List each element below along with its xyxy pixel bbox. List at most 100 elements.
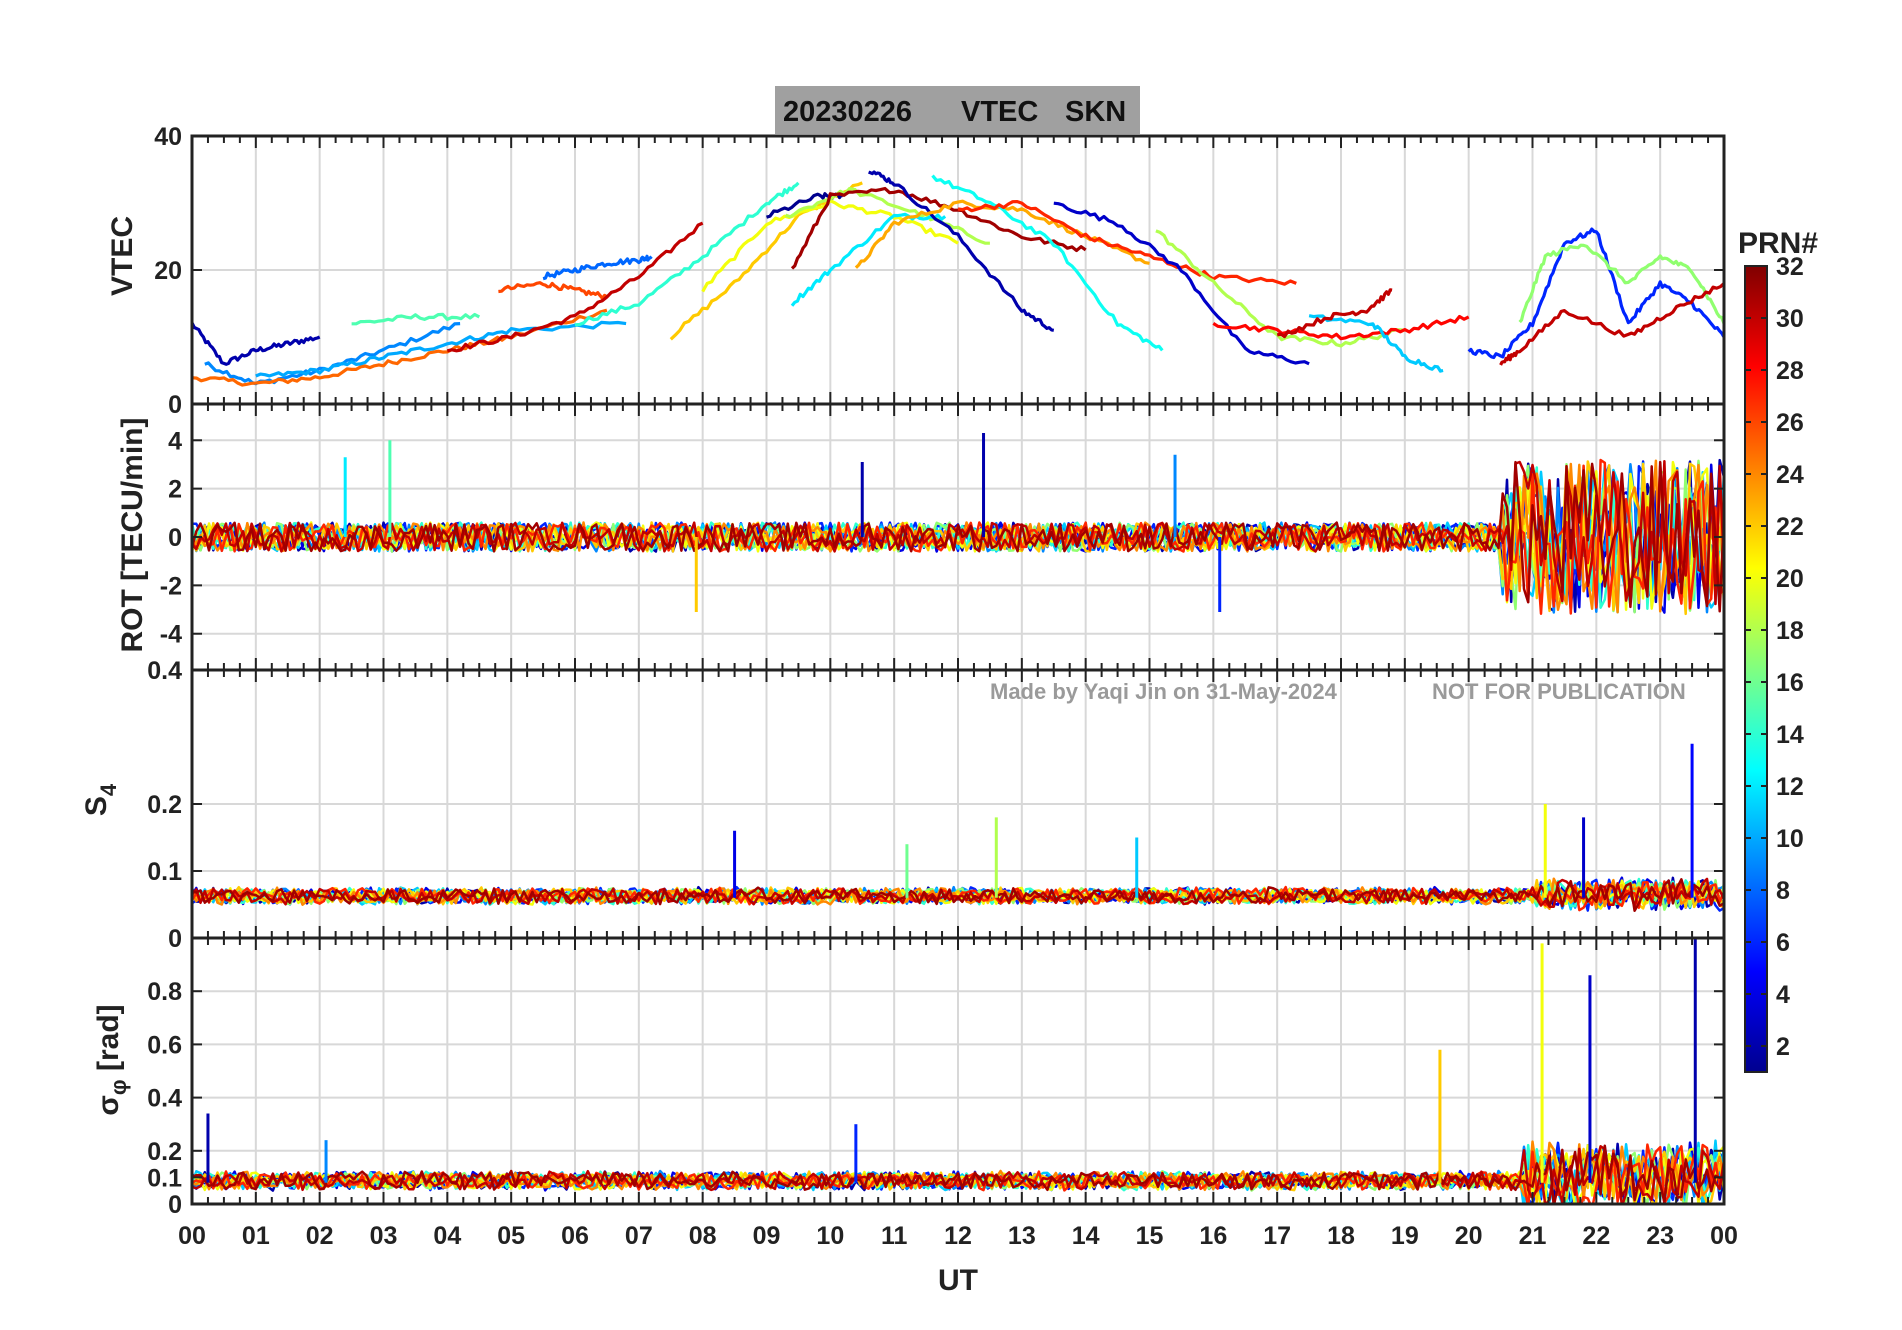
y-tick-label: 4	[168, 427, 182, 455]
vtec-trace	[868, 170, 1055, 332]
x-tick-label: 18	[1327, 1222, 1355, 1250]
y-tick-label: 0	[168, 925, 182, 953]
vtec-trace	[498, 281, 608, 300]
y-tick-label: -4	[160, 621, 182, 649]
vtec-trace	[790, 212, 947, 307]
colorbar-tick-label: 24	[1776, 461, 1804, 489]
vtec-trace	[1053, 201, 1310, 366]
sigma_phi-trace	[192, 1144, 1724, 1204]
vtec-trace	[574, 181, 800, 327]
title-date: 20230226	[783, 96, 912, 128]
x-tick-label: 11	[881, 1222, 908, 1250]
x-tick-label: 02	[306, 1222, 334, 1250]
x-tick-label: 17	[1263, 1222, 1291, 1250]
y-tick-label: 0.4	[147, 657, 182, 685]
colorbar-tick-label: 18	[1776, 617, 1804, 645]
x-tick-label: 05	[497, 1222, 525, 1250]
sigma_phi-trace	[192, 1145, 1724, 1204]
y-tick-label: 0.6	[147, 1031, 182, 1059]
x-tick-labels: 00 01 02 03 04 05 06 07 08 09 10 11 12 13 14 15 16 17 18 19…	[178, 1222, 1738, 1250]
s4-panel: 0 0.1 0.2 0.4	[147, 657, 1726, 953]
x-tick-label: 22	[1582, 1222, 1610, 1250]
x-tick-label: 12	[944, 1222, 972, 1250]
rot-trace	[192, 460, 1724, 613]
vtec-trace	[1499, 282, 1724, 366]
y-tick-label: 0.2	[147, 1138, 182, 1166]
vtec-trace	[1518, 243, 1724, 325]
y-tick-label: 0.2	[147, 791, 182, 819]
y-tick-label: -2	[160, 572, 182, 600]
vtec-trace	[255, 320, 627, 378]
vtec-trace	[1212, 314, 1470, 341]
s4-traces	[192, 743, 1724, 913]
vtec-trace	[204, 322, 461, 386]
rot-panel: -4 -2 0 2 4	[160, 402, 1726, 672]
colorbar-tick-label: 22	[1776, 513, 1804, 541]
x-tick-label: 07	[625, 1222, 653, 1250]
colorbar-tick-label: 12	[1776, 773, 1804, 801]
rot-trace	[192, 459, 1724, 614]
vtec-trace	[957, 200, 1297, 286]
vtec-trace	[1276, 288, 1393, 339]
vtec-traces	[192, 170, 1724, 387]
x-tick-label: 06	[561, 1222, 589, 1250]
vtec-trace	[790, 186, 1087, 270]
colorbar	[1744, 265, 1768, 1073]
x-tick-label: 03	[370, 1222, 398, 1250]
x-tick-label: 19	[1391, 1222, 1419, 1250]
y-tick-label: 0.1	[147, 1164, 182, 1192]
x-tick-label: 23	[1646, 1222, 1674, 1250]
x-tick-label: 00	[1710, 1222, 1738, 1250]
x-tick-label: 01	[242, 1222, 270, 1250]
colorbar-tick-label: 8	[1776, 877, 1790, 905]
x-tick-label: 20	[1455, 1222, 1483, 1250]
vtec-trace	[701, 199, 959, 293]
x-tick-label: 08	[689, 1222, 717, 1250]
x-axis-label: UT	[938, 1264, 978, 1297]
y-tick-label: 0.8	[147, 978, 182, 1006]
y-tick-label: 40	[154, 123, 182, 151]
sigma-phi-panel: 00.10.2 0.4 0.6 0.8	[147, 936, 1726, 1219]
vtec-trace	[446, 221, 704, 353]
title-box	[775, 86, 1140, 134]
credit-notice: NOT FOR PUBLICATION	[1432, 679, 1686, 704]
colorbar-title: PRN#	[1738, 227, 1818, 260]
colorbar-tick-label: 14	[1776, 721, 1804, 749]
colorbar-tick-label: 10	[1776, 825, 1804, 853]
x-tick-label: 15	[1136, 1222, 1164, 1250]
y-tick-label: 0.4	[147, 1085, 182, 1113]
y-tick-label: 0	[168, 524, 182, 552]
vtec-ylabel: VTEC	[106, 216, 139, 296]
sigma-phi-ylabel: σφ [rad]	[92, 1004, 131, 1115]
y-tick-label: 20	[154, 257, 182, 285]
y-tick-label: 2	[168, 476, 182, 504]
vtec-trace	[192, 322, 321, 366]
x-tick-label: 04	[433, 1222, 461, 1250]
colorbar-tick-label: 30	[1776, 305, 1804, 333]
x-tick-label: 13	[1008, 1222, 1036, 1250]
y-tick-label: 0	[168, 391, 182, 419]
rot-traces	[192, 433, 1724, 616]
vtec-trace	[785, 187, 990, 245]
vtec-trace	[931, 174, 1164, 352]
vtec-trace	[351, 312, 481, 326]
y-tick-label: 0.1	[147, 858, 182, 886]
colorbar-tick-label: 16	[1776, 669, 1804, 697]
sigma_phi-traces	[192, 938, 1724, 1204]
colorbar-tick-label: 28	[1776, 357, 1804, 385]
colorbar-tick-label: 20	[1776, 565, 1804, 593]
s4-trace	[192, 878, 1724, 913]
colorbar-tick-label: 26	[1776, 409, 1804, 437]
x-tick-label: 14	[1072, 1222, 1100, 1250]
credit-made-by: Made by Yaqi Jin on 31-May-2024	[990, 679, 1338, 704]
x-tick-label: 21	[1519, 1222, 1547, 1250]
vtec-trace	[192, 308, 608, 387]
vtec-trace	[1467, 227, 1724, 360]
vtec-trace	[542, 254, 653, 281]
x-tick-label: 09	[753, 1222, 781, 1250]
title-quantity: VTEC	[961, 96, 1038, 128]
colorbar-tick-label: 4	[1776, 981, 1790, 1009]
x-tick-label: 00	[178, 1222, 206, 1250]
